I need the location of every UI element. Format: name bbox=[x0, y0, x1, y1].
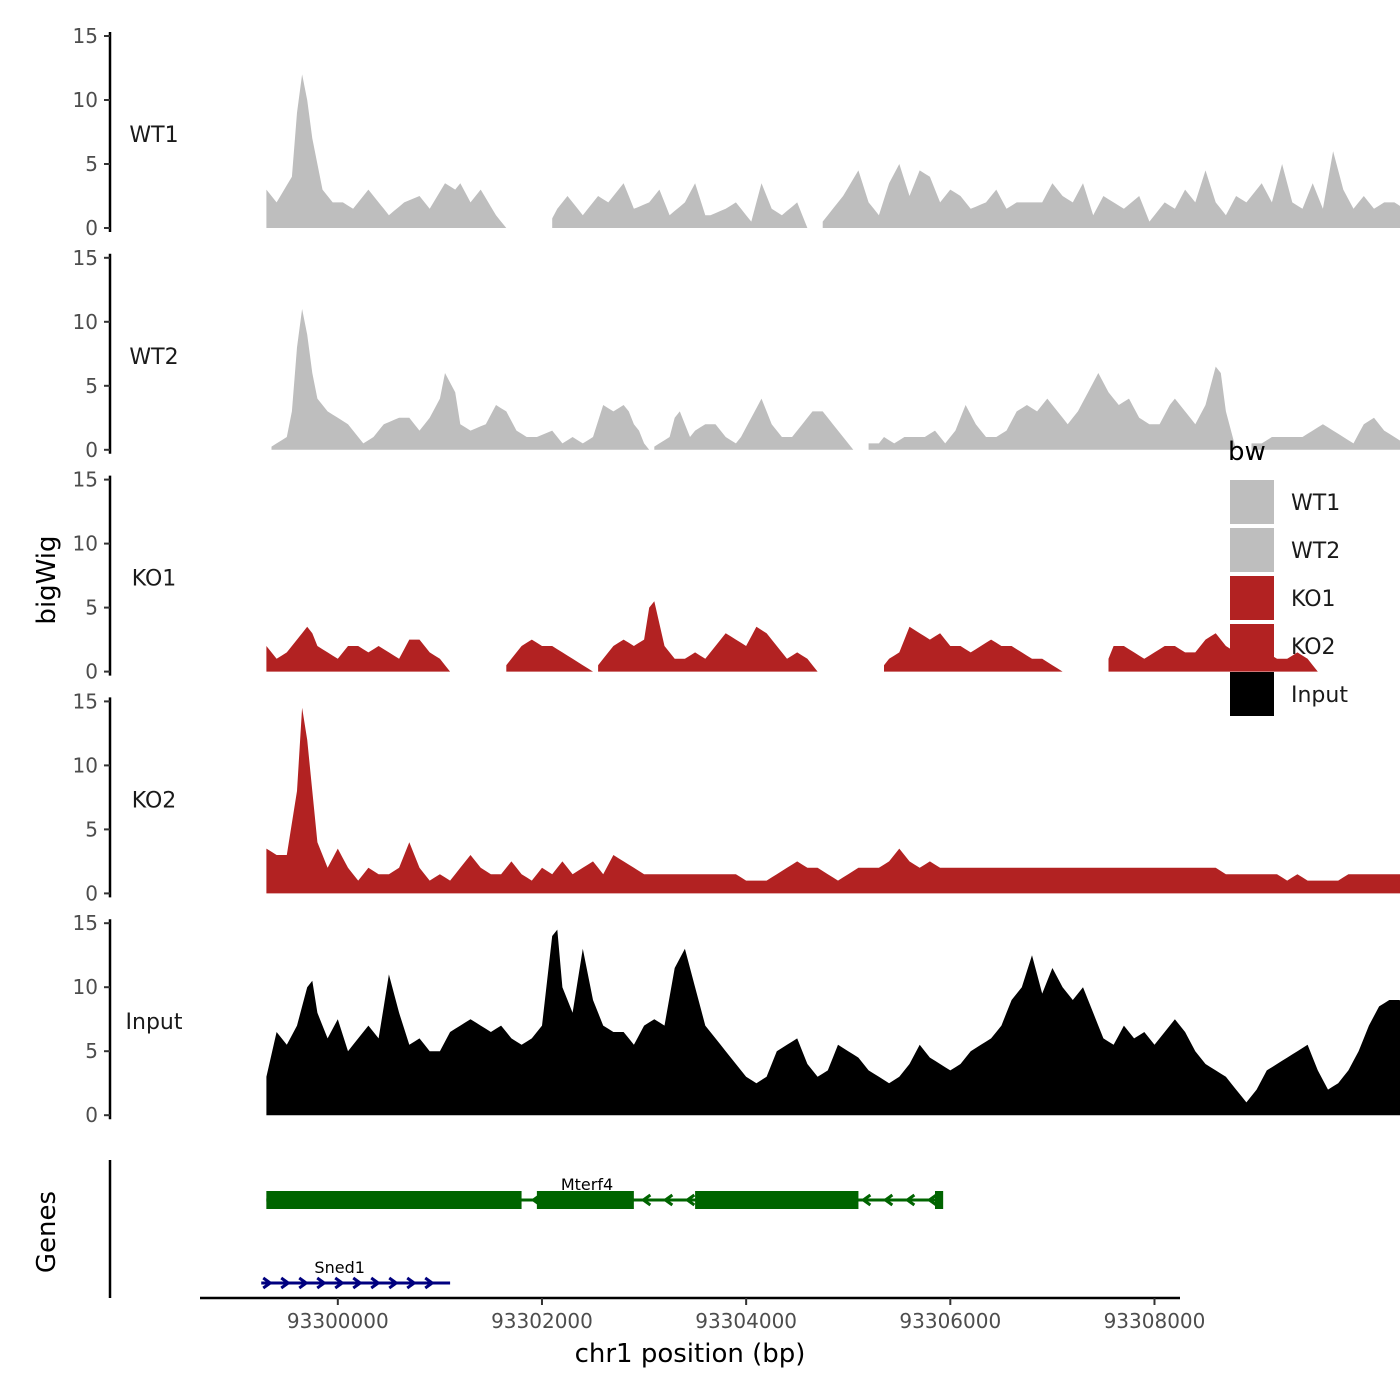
track-label-input: Input bbox=[126, 1010, 183, 1035]
gene-track: Mterf4 Sned1 bbox=[108, 1160, 944, 1298]
y-tick-label: 0 bbox=[85, 1103, 98, 1127]
coverage-area-ko2 bbox=[266, 707, 1400, 894]
x-tick-label: 93306000 bbox=[899, 1309, 1001, 1333]
gene-exon bbox=[536, 1191, 634, 1209]
legend-swatch-ko2 bbox=[1230, 624, 1274, 668]
y-tick-label: 5 bbox=[85, 817, 98, 841]
gene-exon bbox=[695, 1191, 859, 1209]
x-tick-label: 93304000 bbox=[695, 1309, 797, 1333]
coverage-tracks: 0 5 10 15 WT1 0 5 10 15 WT2 0 5 10 15 KO1 0 5 10 15 KO2 0 5 10… bbox=[73, 24, 1400, 1127]
y-tick-label: 0 bbox=[85, 216, 98, 240]
strand-arrow bbox=[316, 1276, 327, 1290]
strand-arrow bbox=[662, 1193, 674, 1207]
legend-swatch-wt1 bbox=[1230, 480, 1274, 524]
coverage-area-ko1 bbox=[266, 601, 1318, 672]
strand-arrow bbox=[280, 1276, 291, 1290]
y-tick-label: 0 bbox=[85, 660, 98, 684]
y-tick-label: 10 bbox=[73, 753, 98, 777]
strand-arrow bbox=[640, 1193, 652, 1207]
legend-label-ko2: KO2 bbox=[1291, 635, 1336, 660]
strand-arrow bbox=[352, 1276, 363, 1290]
track-wt1: 0 5 10 15 WT1 bbox=[73, 24, 1400, 240]
strand-arrow bbox=[684, 1193, 696, 1207]
coverage-area-wt2 bbox=[271, 309, 1400, 450]
x-tick-label: 93300000 bbox=[287, 1309, 389, 1333]
legend-label-input: Input bbox=[1291, 683, 1348, 708]
y-tick-label: 15 bbox=[73, 24, 98, 48]
y-tick-label: 15 bbox=[73, 689, 98, 713]
gene-mterf4: Mterf4 bbox=[266, 1175, 944, 1209]
strand-arrow bbox=[406, 1276, 417, 1290]
legend-label-wt2: WT2 bbox=[1291, 539, 1340, 564]
strand-arrow bbox=[424, 1276, 435, 1290]
track-label-wt1: WT1 bbox=[129, 123, 178, 148]
x-axis: 93300000 93302000 93304000 93306000 93308000 bbox=[200, 1296, 1206, 1333]
strand-arrow bbox=[298, 1276, 309, 1290]
y-tick-label: 0 bbox=[85, 438, 98, 462]
track-ko1: 0 5 10 15 KO1 bbox=[73, 468, 1318, 684]
coverage-area-input bbox=[266, 929, 1400, 1116]
y-tick-label: 10 bbox=[73, 88, 98, 112]
y-tick-label: 15 bbox=[73, 246, 98, 270]
legend-label-ko1: KO1 bbox=[1291, 587, 1336, 612]
y-tick-label: 5 bbox=[85, 152, 98, 176]
strand-arrow bbox=[860, 1193, 872, 1207]
gene-sned1: Sned1 bbox=[261, 1258, 451, 1290]
x-tick-label: 93308000 bbox=[1104, 1309, 1206, 1333]
strand-arrow bbox=[370, 1276, 381, 1290]
strand-arrow bbox=[262, 1276, 273, 1290]
legend-swatch-wt2 bbox=[1230, 528, 1274, 572]
x-tick-label: 93302000 bbox=[491, 1309, 593, 1333]
x-axis-title: chr1 position (bp) bbox=[575, 1339, 806, 1369]
y-tick-label: 5 bbox=[85, 374, 98, 398]
genes-axis-title: Genes bbox=[32, 1191, 62, 1273]
track-label-ko2: KO2 bbox=[132, 788, 177, 813]
legend-swatch-input bbox=[1230, 672, 1274, 716]
y-tick-label: 10 bbox=[73, 532, 98, 556]
strand-arrow bbox=[926, 1193, 938, 1207]
legend-swatch-ko1 bbox=[1230, 576, 1274, 620]
y-axis-title: bigWig bbox=[32, 535, 62, 624]
gene-exon bbox=[935, 1191, 944, 1209]
gene-label-sned1: Sned1 bbox=[314, 1258, 364, 1277]
y-tick-label: 15 bbox=[73, 911, 98, 935]
track-label-wt2: WT2 bbox=[129, 345, 178, 370]
legend-label-wt1: WT1 bbox=[1291, 491, 1340, 516]
track-ko2: 0 5 10 15 KO2 bbox=[73, 689, 1400, 905]
coverage-area-wt1 bbox=[266, 74, 1400, 228]
strand-arrow bbox=[334, 1276, 345, 1290]
strand-arrow bbox=[904, 1193, 916, 1207]
y-tick-label: 10 bbox=[73, 310, 98, 334]
strand-arrow bbox=[388, 1276, 399, 1290]
legend-title: bw bbox=[1228, 437, 1266, 467]
track-input: 0 5 10 15 Input bbox=[73, 911, 1400, 1127]
legend: bw WT1 WT2 KO1 KO2 Input bbox=[1228, 437, 1348, 716]
y-tick-label: 0 bbox=[85, 881, 98, 905]
track-wt2: 0 5 10 15 WT2 bbox=[73, 246, 1400, 462]
y-tick-label: 15 bbox=[73, 468, 98, 492]
gene-exon bbox=[266, 1191, 522, 1209]
track-label-ko1: KO1 bbox=[132, 567, 177, 592]
y-tick-label: 5 bbox=[85, 1039, 98, 1063]
y-tick-label: 5 bbox=[85, 596, 98, 620]
gene-label-mterf4: Mterf4 bbox=[561, 1175, 613, 1194]
strand-arrow bbox=[882, 1193, 894, 1207]
y-tick-label: 10 bbox=[73, 975, 98, 999]
